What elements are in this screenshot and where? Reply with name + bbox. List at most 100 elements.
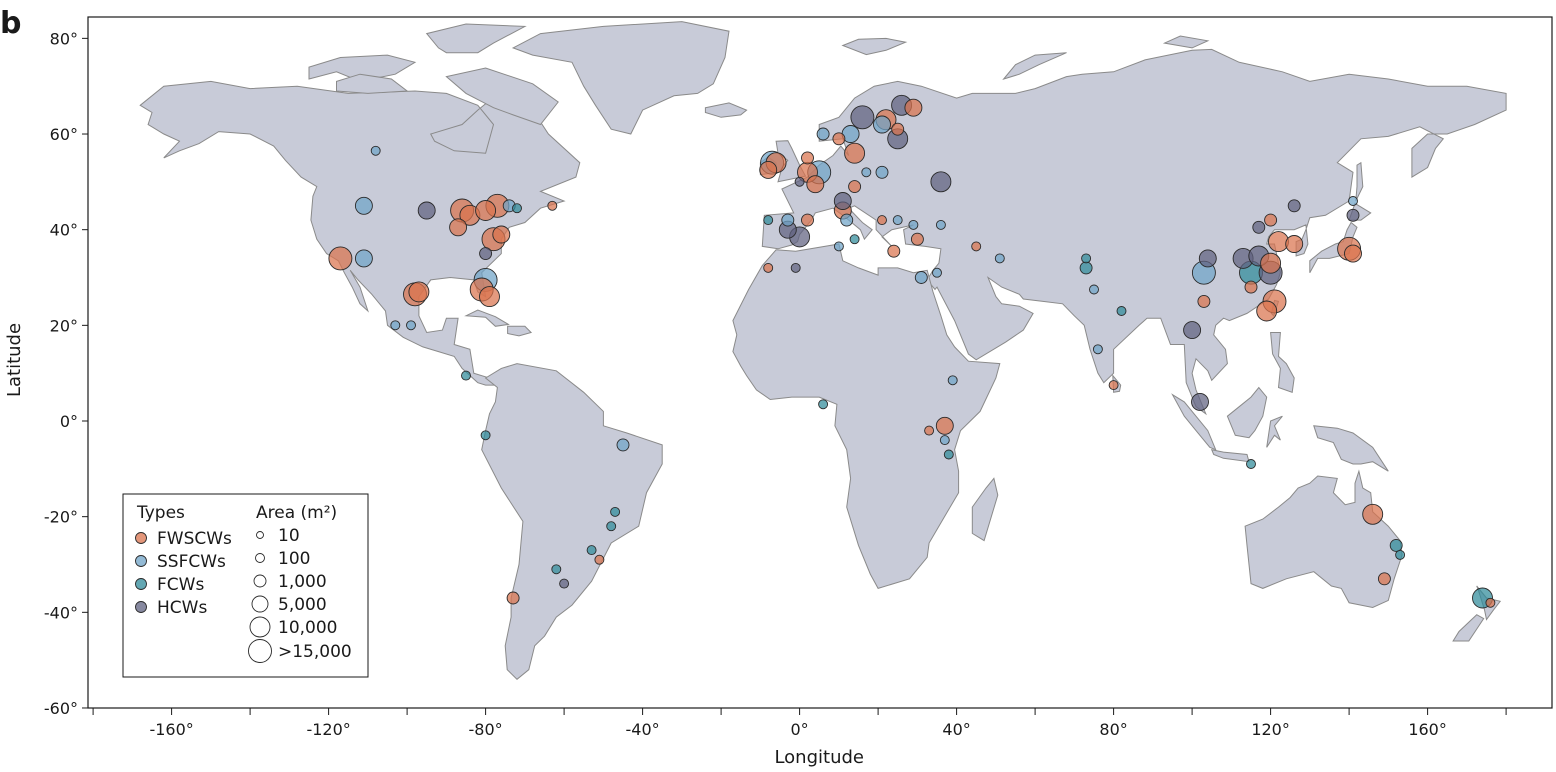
point-ssfcws (947, 375, 958, 386)
legend-types-title: Types (136, 503, 185, 523)
panel-label: b (0, 6, 22, 41)
point-hcws (1198, 249, 1217, 268)
point-fwscws (904, 98, 923, 117)
point-fcws (763, 215, 774, 226)
legend-area-label: 10 (278, 526, 300, 546)
point-fwscws (506, 591, 520, 605)
point-fwscws (1197, 294, 1211, 308)
point-fwscws (1377, 572, 1391, 586)
point-ssfcws (390, 320, 401, 331)
point-fcws (551, 564, 562, 575)
point-fcws (461, 370, 471, 381)
point-fwscws (1256, 300, 1278, 322)
x-tick-label: 120° (1251, 720, 1290, 739)
land-new-guinea (1313, 425, 1389, 472)
point-fwscws (1268, 231, 1289, 253)
point-fcws (480, 430, 491, 441)
legend-area-label: 1,000 (278, 572, 327, 592)
land-madagascar (971, 477, 999, 542)
point-fwscws (1285, 235, 1304, 253)
point-ssfcws (816, 127, 830, 141)
x-axis-label: Longitude (774, 747, 864, 768)
y-tick-label: 40° (50, 221, 78, 240)
data-points (328, 94, 1496, 609)
point-fwscws (848, 180, 862, 194)
x-tick-label: 40° (942, 720, 970, 739)
land-south-america (481, 363, 663, 680)
land-svalbard (841, 37, 908, 56)
legend-area-label: >15,000 (278, 642, 352, 662)
point-fcws (1389, 538, 1403, 552)
land-australia (1244, 469, 1403, 609)
point-hcws (479, 247, 493, 261)
point-fcws (1395, 549, 1406, 560)
legend-box (122, 493, 369, 678)
land-africa (732, 243, 1001, 589)
land-hispaniola (507, 325, 533, 337)
y-tick-label: -40° (44, 603, 78, 622)
point-fwscws (449, 218, 468, 237)
point-fcws (1246, 459, 1256, 469)
y-tick-label: 0° (60, 412, 78, 431)
point-hcws (1191, 392, 1209, 411)
point-fwscws (832, 132, 846, 146)
point-fwscws (1485, 597, 1496, 608)
legend-type-label: HCWs (157, 598, 207, 618)
land-sumatra (1171, 393, 1217, 451)
point-fwscws (408, 281, 430, 303)
legend-type-label: FWSCWs (157, 529, 232, 549)
plot-frame (87, 16, 1553, 709)
point-fcws (512, 203, 522, 214)
point-ssfcws (935, 219, 946, 230)
point-hcws (833, 192, 852, 210)
point-fwscws (971, 241, 982, 252)
x-tick-label: -80° (469, 720, 503, 739)
point-fwscws (1260, 252, 1282, 274)
point-ssfcws (370, 145, 381, 156)
point-fwscws (891, 122, 905, 136)
point-fcws (586, 545, 597, 556)
legend-area-label: 100 (278, 549, 310, 569)
point-fwscws (475, 200, 497, 221)
land-japan (1309, 221, 1358, 273)
point-hcws (1287, 199, 1301, 213)
point-hcws (1346, 208, 1360, 222)
point-ssfcws (781, 213, 795, 227)
land-nz-south (1452, 614, 1485, 642)
point-ssfcws (354, 196, 373, 215)
legend-area-marker (249, 616, 271, 638)
y-tick-label: 60° (50, 125, 78, 144)
x-tick-label: -160° (149, 720, 193, 739)
point-ssfcws (908, 219, 919, 230)
point-fcws (849, 234, 860, 245)
point-fwscws (801, 151, 814, 165)
point-ssfcws (354, 249, 373, 268)
legend-area-title: Area (m²) (256, 503, 337, 523)
legend-area-marker (255, 553, 265, 563)
land-baffin (445, 67, 559, 126)
y-axis-label: Latitude (4, 323, 25, 397)
point-hcws (794, 176, 805, 187)
point-ssfcws (861, 167, 872, 178)
land-iceland (704, 102, 748, 118)
point-hcws (790, 262, 801, 273)
point-hcws (1252, 220, 1266, 234)
point-fcws (606, 521, 617, 532)
point-fwscws (1108, 380, 1119, 391)
point-ssfcws (994, 253, 1005, 264)
point-hcws (559, 578, 570, 589)
point-ssfcws (892, 215, 903, 226)
point-ssfcws (939, 435, 950, 446)
land-greenland (511, 21, 730, 135)
land-victoria-island (336, 73, 409, 94)
point-ssfcws (833, 241, 844, 252)
point-fwscws (887, 244, 901, 258)
x-tick-label: -40° (626, 720, 660, 739)
x-axis: -160° -120° -80° -40° 0° 40° 80° 120° 160° (92, 708, 1507, 739)
y-axis: 80° 60° 40° 20° 0° -20° -40° -60° (44, 29, 88, 718)
point-fwscws (1362, 503, 1384, 525)
point-ssfcws (1089, 284, 1099, 295)
point-fwscws (479, 286, 500, 308)
point-ssfcws (875, 165, 889, 179)
